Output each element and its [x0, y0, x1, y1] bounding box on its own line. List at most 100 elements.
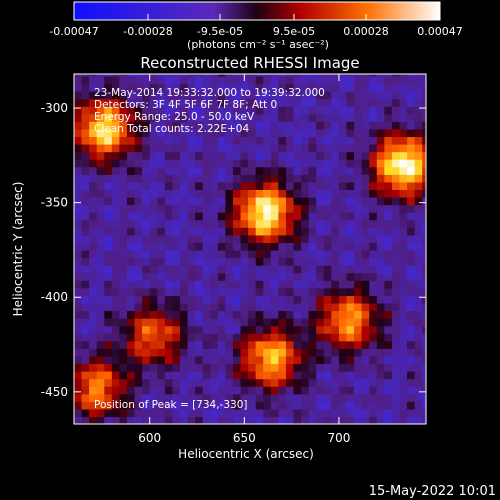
annotation-block: 23-May-2014 19:33:32.000 to 19:39:32.000…: [94, 87, 325, 411]
heatmap-cell: [225, 75, 234, 85]
heatmap-cell: [164, 98, 174, 107]
heatmap-cell: [391, 74, 401, 77]
heatmap-cell: [225, 363, 234, 372]
heatmap-cell: [157, 318, 166, 327]
heatmap-cell: [361, 416, 370, 424]
heatmap-cell: [81, 325, 90, 334]
heatmap-cell: [157, 234, 166, 243]
heatmap-cell: [391, 272, 401, 281]
heatmap-cell: [232, 159, 242, 168]
heatmap-cell: [323, 128, 332, 138]
heatmap-cell: [232, 333, 242, 342]
heatmap-cell: [74, 204, 83, 213]
heatmap-cell: [384, 151, 393, 160]
heatmap-cell: [149, 136, 158, 145]
heatmap-cell: [270, 174, 279, 183]
heatmap-cell: [308, 128, 317, 138]
heatmap-cell: [142, 393, 151, 402]
heatmap-cell: [293, 265, 302, 274]
heatmap-cell: [89, 272, 98, 281]
heatmap-cell: [119, 128, 128, 138]
heatmap-cell: [225, 325, 234, 334]
heatmap-cell: [391, 181, 401, 191]
heatmap-cell: [422, 166, 426, 175]
heatmap-cell: [119, 318, 128, 327]
heatmap-cell: [126, 318, 136, 327]
heatmap-cell: [308, 196, 317, 206]
heatmap-cell: [96, 136, 105, 145]
heatmap-cell: [172, 196, 181, 206]
heatmap-cell: [255, 272, 264, 281]
heatmap-cell: [195, 136, 204, 145]
heatmap-cell: [104, 106, 113, 115]
heatmap-cell: [232, 249, 242, 259]
heatmap-cell: [422, 249, 426, 259]
heatmap-cell: [172, 386, 181, 395]
heatmap-cell: [391, 249, 401, 259]
heatmap-cell: [263, 340, 272, 349]
heatmap-cell: [210, 91, 219, 100]
heatmap-cell: [74, 348, 83, 357]
heatmap-cell: [164, 371, 174, 380]
heatmap-cell: [179, 408, 189, 418]
heatmap-cell: [248, 242, 257, 251]
heatmap-cell: [74, 333, 83, 342]
heatmap-cell: [119, 144, 128, 153]
heatmap-cell: [210, 302, 219, 312]
heatmap-cell: [240, 325, 249, 334]
heatmap-cell: [134, 401, 143, 410]
heatmap-cell: [232, 318, 242, 327]
heatmap-cell: [202, 75, 211, 85]
heatmap-cell: [285, 98, 295, 107]
heatmap-cell: [149, 113, 158, 122]
heatmap-cell: [96, 204, 105, 213]
heatmap-cell: [111, 212, 121, 221]
heatmap-cell: [407, 181, 416, 191]
heatmap-cell: [308, 355, 317, 365]
heatmap-cell: [361, 302, 370, 312]
heatmap-cell: [149, 174, 158, 183]
heatmap-cell: [81, 355, 90, 365]
heatmap-cell: [157, 249, 166, 259]
heatmap-cell: [104, 196, 113, 206]
heatmap-cell: [407, 257, 416, 266]
heatmap-cell: [142, 333, 151, 342]
heatmap-cell: [164, 302, 174, 312]
heatmap-cell: [232, 355, 242, 365]
heatmap-cell: [285, 287, 295, 296]
heatmap-cell: [308, 144, 317, 153]
heatmap-cell: [255, 249, 264, 259]
heatmap-cell: [399, 136, 408, 145]
heatmap-cell: [142, 219, 151, 228]
heatmap-cell: [376, 166, 385, 175]
heatmap-cell: [164, 325, 174, 334]
heatmap-cell: [202, 91, 211, 100]
heatmap-cell: [384, 355, 393, 365]
heatmap-cell: [414, 128, 423, 138]
heatmap-cell: [119, 136, 128, 145]
heatmap-cell: [210, 204, 219, 213]
heatmap-cell: [195, 91, 204, 100]
heatmap-cell: [346, 416, 355, 424]
heatmap-cell: [407, 348, 416, 357]
heatmap-cell: [376, 333, 385, 342]
heatmap-cell: [225, 249, 234, 259]
heatmap-cell: [346, 98, 355, 107]
heatmap-cell: [74, 295, 83, 304]
heatmap-cell: [179, 174, 189, 183]
heatmap-cell: [361, 121, 370, 130]
heatmap-cell: [202, 386, 211, 395]
heatmap-cell: [338, 219, 348, 228]
heatmap-cell: [255, 287, 264, 296]
heatmap-cell: [104, 136, 113, 145]
heatmap-cell: [232, 91, 242, 100]
heatmap-cell: [407, 242, 416, 251]
heatmap-cell: [248, 159, 257, 168]
heatmap-cell: [217, 348, 226, 357]
heatmap-cell: [323, 272, 332, 281]
heatmap-cell: [119, 348, 128, 357]
heatmap-cell: [179, 393, 189, 402]
heatmap-cell: [301, 166, 310, 175]
heatmap-cell: [293, 212, 302, 221]
heatmap-cell: [361, 151, 370, 160]
